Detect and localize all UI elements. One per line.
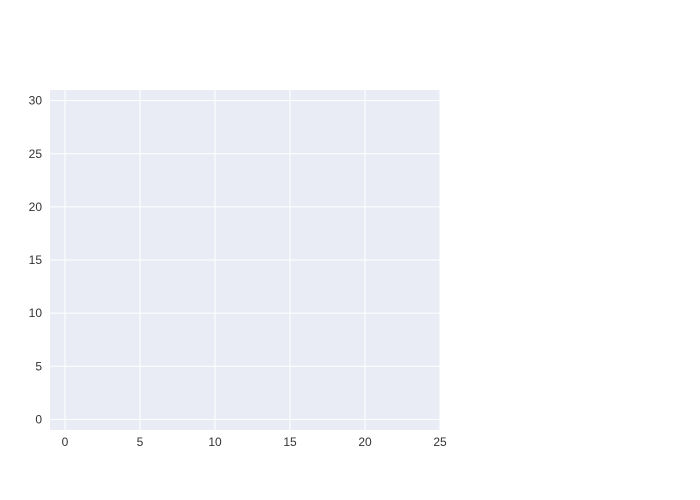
y-tick-label: 30 bbox=[29, 94, 43, 108]
x-tick-label: 20 bbox=[358, 435, 372, 449]
y-tick-label: 20 bbox=[29, 200, 43, 214]
y-tick-label: 5 bbox=[35, 359, 42, 373]
y-tick-label: 0 bbox=[35, 412, 42, 426]
y-tick-label: 10 bbox=[29, 306, 43, 320]
x-tick-label: 10 bbox=[208, 435, 222, 449]
x-tick-label: 0 bbox=[62, 435, 69, 449]
chart-svg: 0 5 10 15 20 25 0 5 10 15 20 25 30 bbox=[0, 0, 700, 500]
x-tick-label: 5 bbox=[137, 435, 144, 449]
y-tick-label: 15 bbox=[29, 253, 43, 267]
x-tick-label: 15 bbox=[283, 435, 297, 449]
y-tick-label: 25 bbox=[29, 147, 43, 161]
x-tick-label: 25 bbox=[433, 435, 447, 449]
